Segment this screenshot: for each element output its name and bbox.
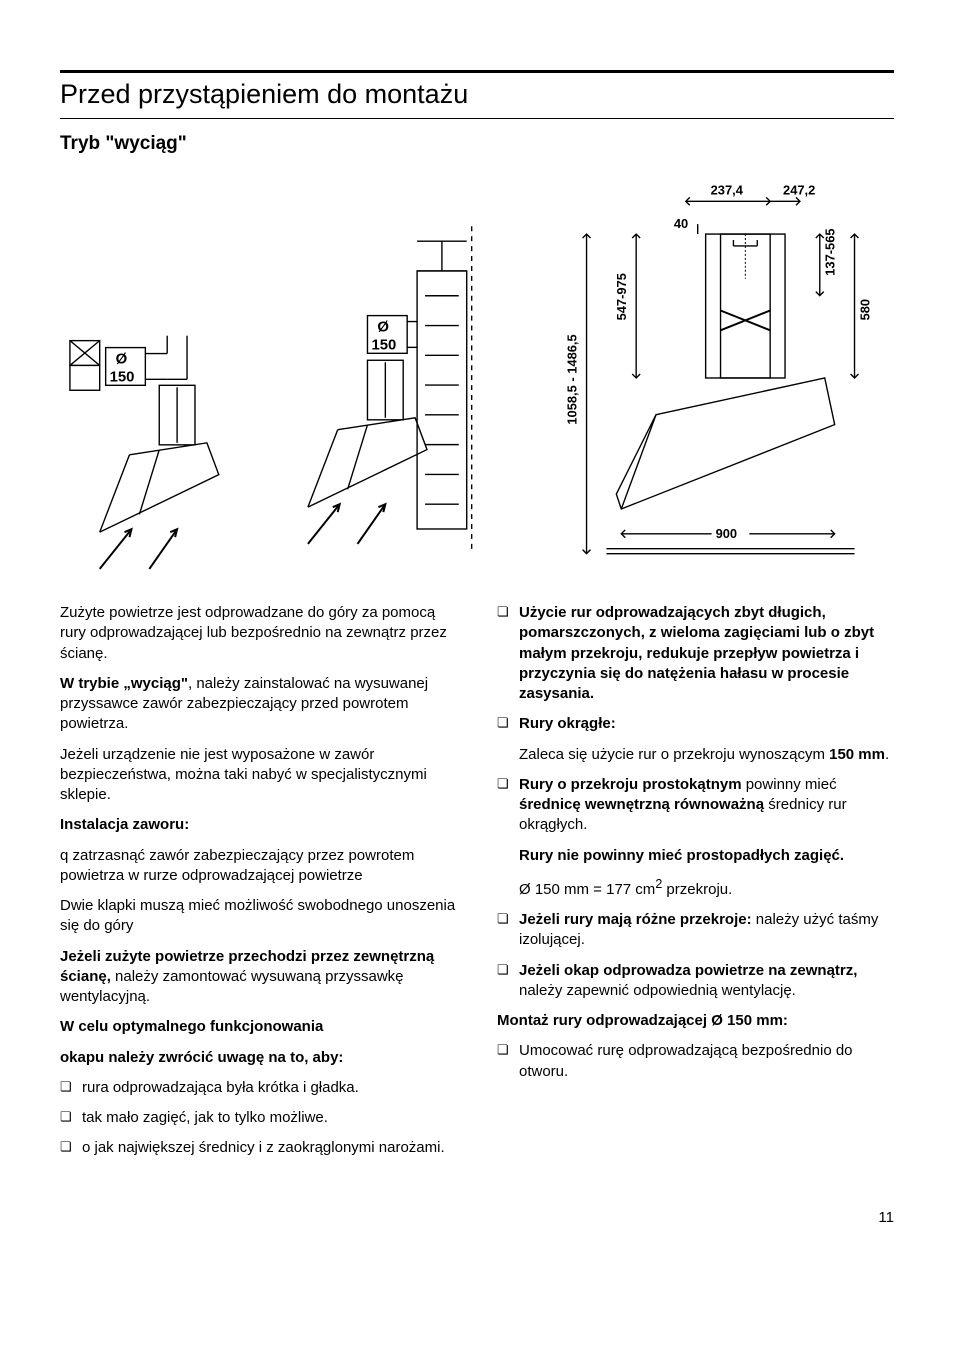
right-li3: Rury o przekroju prostokątnym powinny mi… — [497, 775, 894, 836]
diagram-roof-exit: Ø 150 — [298, 215, 506, 575]
body-columns: Zużyte powietrze jest odprowadzane do gó… — [60, 603, 894, 1169]
right-mount-heading: Montaż rury odprowadzającej Ø 150 mm: — [497, 1011, 894, 1031]
page-title: Przed przystąpieniem do montażu — [60, 79, 894, 110]
left-li1: rura odprowadzająca była krótka i gładka… — [60, 1078, 457, 1098]
right-column: Użycie rur odprowadzających zbyt długich… — [497, 603, 894, 1169]
left-p7: Jeżeli zużyte powietrze przechodzi przez… — [60, 947, 457, 1008]
left-p4: Instalacja zaworu: — [60, 815, 457, 835]
svg-text:237,4: 237,4 — [710, 182, 743, 197]
svg-text:247,2: 247,2 — [783, 182, 815, 197]
svg-text:Ø: Ø — [116, 351, 128, 367]
left-li2: tak mało zagięć, jak to tylko możliwe. — [60, 1108, 457, 1128]
left-p2: W trybie „wyciąg", należy zainstalować n… — [60, 674, 457, 735]
left-p5: q zatrzasnąć zawór zabezpieczający przez… — [60, 846, 457, 887]
svg-text:40: 40 — [674, 216, 688, 231]
left-p8: W celu optymalnego funkcjonowania — [60, 1017, 457, 1037]
svg-text:547-975: 547-975 — [614, 273, 629, 320]
right-li2-sub: Zaleca się użycie rur o przekroju wynosz… — [519, 745, 894, 765]
left-p6: Dwie klapki muszą mieć możliwość swobodn… — [60, 896, 457, 937]
page-number: 11 — [60, 1209, 894, 1226]
svg-text:150: 150 — [110, 369, 135, 385]
left-p9: okapu należy zwrócić uwagę na to, aby: — [60, 1048, 457, 1068]
left-p3: Jeżeli urządzenie nie jest wyposażone w … — [60, 745, 457, 806]
top-rule-thin — [60, 118, 894, 119]
diagram-dimensions: 237,4 247,2 40 137-565 580 — [527, 175, 894, 575]
right-li2: Rury okrągłe: — [497, 714, 894, 734]
svg-text:900: 900 — [715, 526, 737, 541]
left-li3: o jak największej średnicy i z zaokrąglo… — [60, 1138, 457, 1158]
svg-text:Ø: Ø — [378, 319, 390, 335]
left-column: Zużyte powietrze jest odprowadzane do gó… — [60, 603, 457, 1169]
section-subtitle: Tryb "wyciąg" — [60, 133, 894, 155]
right-li4: Jeżeli rury mają różne przekroje: należy… — [497, 910, 894, 951]
right-li3-sub1: Rury nie powinny mieć prostopadłych zagi… — [519, 846, 894, 866]
right-li1: Użycie rur odprowadzających zbyt długich… — [497, 603, 894, 704]
diagram-wall-exit: Ø 150 — [60, 275, 278, 575]
diagrams-row: Ø 150 — [60, 175, 894, 575]
svg-text:137-565: 137-565 — [822, 228, 837, 275]
svg-text:580: 580 — [857, 299, 872, 321]
top-rule-thick — [60, 70, 894, 73]
svg-text:150: 150 — [372, 337, 397, 353]
right-li5: Jeżeli okap odprowadza powietrze na zewn… — [497, 961, 894, 1002]
right-li6: Umocować rurę odprowadzającą bezpośredni… — [497, 1041, 894, 1082]
svg-text:1058,5 - 1486,5: 1058,5 - 1486,5 — [564, 334, 579, 424]
right-li3-sub2: Ø 150 mm = 177 cm2 przekroju. — [519, 876, 894, 900]
left-p1: Zużyte powietrze jest odprowadzane do gó… — [60, 603, 457, 664]
